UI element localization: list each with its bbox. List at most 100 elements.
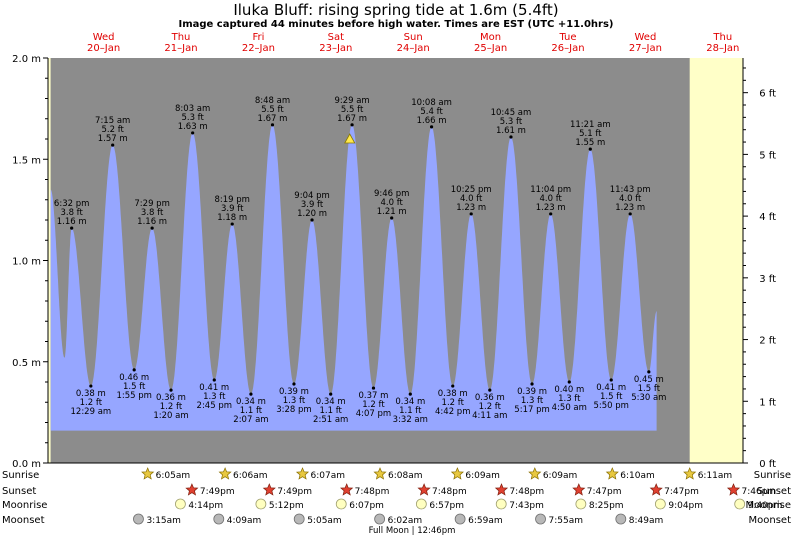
tide-height-ft: 1.2 ft: [80, 398, 103, 408]
row-time: 5:12pm: [269, 501, 304, 511]
tide-time: 9:29 am: [334, 96, 369, 106]
tide-height-ft: 1.5 ft: [638, 384, 661, 394]
row-time: 6:08am: [388, 471, 423, 481]
day-name: Tue: [558, 32, 576, 43]
row-time: 4:09am: [227, 516, 262, 526]
tide-time: 11:04 pm: [530, 185, 571, 195]
tide-height-m: 0.34 m: [395, 397, 425, 407]
tide-height-m: 0.38 m: [76, 389, 106, 399]
row-time: 6:07am: [311, 471, 346, 481]
tide-time: 10:25 pm: [451, 185, 492, 195]
row-label-left: Moonset: [2, 515, 45, 526]
tide-height-m: 1.20 m: [297, 209, 327, 219]
tide-point: [488, 388, 492, 392]
row-time: 6:10am: [620, 471, 655, 481]
tide-height-m: 1.23 m: [536, 203, 566, 213]
tide-height-m: 0.40 m: [554, 385, 584, 395]
row-time: 7:47pm: [587, 487, 622, 497]
day-date: 25–Jan: [474, 43, 507, 54]
row-time: 7:48pm: [355, 487, 390, 497]
tide-point: [429, 125, 434, 129]
tide-height-m: 0.46 m: [119, 373, 149, 383]
tide-height-ft: 1.1 ft: [240, 406, 263, 416]
tide-height-ft: 1.1 ft: [399, 406, 422, 416]
tide-height-ft: 1.1 ft: [319, 406, 342, 416]
chart-subtitle: Image captured 44 minutes before high wa…: [179, 19, 614, 30]
sunset-icon: [649, 483, 663, 496]
tide-height-ft: 5.1 ft: [579, 129, 602, 139]
right-tick-label: 6 ft: [759, 89, 776, 100]
row-time: 3:15am: [146, 516, 181, 526]
row-label-right: Moonrise: [746, 500, 791, 511]
tide-height-m: 0.34 m: [316, 397, 346, 407]
tide-time: 5:30 am: [631, 393, 666, 403]
row-time: 6:07pm: [349, 501, 384, 511]
tide-height-m: 0.36 m: [156, 393, 186, 403]
right-tick-label: 3 ft: [759, 274, 776, 285]
row-time: 6:11am: [698, 471, 733, 481]
row-time: 8:49am: [629, 516, 664, 526]
moonset-icon: [454, 513, 466, 525]
tide-time: 3:32 am: [393, 415, 428, 425]
tide-point: [70, 226, 74, 230]
row-time: 7:49pm: [200, 487, 235, 497]
tide-point: [150, 226, 154, 230]
tide-height-ft: 4.0 ft: [619, 194, 642, 204]
tide-height-m: 0.41 m: [596, 383, 626, 393]
axes: 0.0 m 0.5 m 1.0 m 1.5 m 2.0 m 0 ft 1 ft 2 ft 3 f…: [12, 54, 776, 470]
tide-point: [371, 386, 376, 390]
tide-time: 5:17 pm: [514, 405, 549, 415]
tide-time: 1:20 am: [153, 411, 188, 421]
tide-time: 2:45 pm: [197, 401, 232, 411]
tide-height-m: 1.21 m: [377, 207, 407, 217]
tide-point: [329, 392, 333, 396]
sunrise-icon: [605, 467, 619, 480]
tide-point: [191, 131, 195, 135]
day-date: 24–Jan: [397, 43, 430, 54]
sunset-icon: [340, 483, 354, 496]
day-header: Wed20–JanThu21–JanFri22–JanSat23–JanSun2…: [87, 32, 739, 54]
tide-time: 9:46 pm: [374, 189, 409, 199]
tide-height-m: 1.63 m: [178, 122, 208, 132]
tide-height-ft: 3.9 ft: [221, 204, 244, 214]
day-date: 23–Jan: [319, 43, 352, 54]
sunrise-icon: [295, 467, 310, 480]
tide-point: [647, 370, 651, 374]
row-time: 9:40pm: [748, 501, 783, 511]
day-name: Wed: [634, 32, 656, 43]
tide-height-ft: 1.5 ft: [123, 382, 146, 392]
moonrise-icon: [734, 498, 746, 510]
tide-point: [89, 384, 93, 388]
tide-point: [212, 378, 216, 382]
moonset-icon: [133, 513, 144, 525]
tide-height-ft: 1.2 ft: [160, 402, 183, 412]
day-name: Mon: [480, 32, 501, 43]
row-time: 6:02am: [388, 516, 423, 526]
chart-title: Iluka Bluff: rising spring tide at 1.6m …: [233, 1, 558, 19]
tide-height-m: 1.67 m: [258, 114, 288, 124]
row-time: 7:43pm: [509, 501, 544, 511]
tide-time: 6:32 pm: [54, 199, 89, 209]
tide-point: [169, 388, 173, 392]
tide-point: [111, 143, 115, 147]
tide-height-ft: 5.5 ft: [341, 105, 364, 115]
tide-height-ft: 1.3 ft: [283, 396, 306, 406]
day-date: 27–Jan: [629, 43, 662, 54]
tide-height-m: 1.18 m: [217, 213, 247, 223]
tide-point: [270, 123, 275, 127]
tide-height-ft: 5.5 ft: [261, 105, 284, 115]
moonset-icon: [374, 513, 386, 525]
tide-height-m: 1.66 m: [417, 116, 447, 126]
row-label-left: Sunrise: [2, 470, 39, 481]
sunrise-icon: [141, 467, 155, 480]
row-label-right: Sunrise: [754, 470, 791, 481]
tide-height-m: 1.57 m: [98, 134, 128, 144]
row-time: 7:48pm: [432, 487, 467, 497]
tide-time: 1:55 pm: [116, 391, 151, 401]
sunset-icon: [572, 483, 586, 496]
tide-time: 7:29 pm: [134, 199, 169, 209]
moonrise-icon: [654, 498, 666, 510]
tide-time: 3:28 pm: [276, 405, 311, 415]
tide-height-ft: 3.8 ft: [60, 208, 83, 218]
tide-time: 2:07 am: [233, 415, 268, 425]
